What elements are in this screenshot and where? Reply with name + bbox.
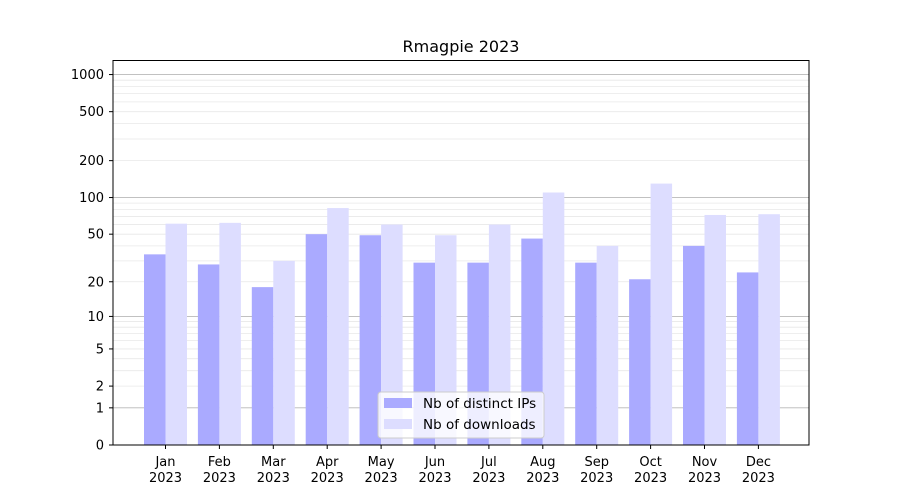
x-tick-label-year: 2023 — [580, 471, 613, 486]
legend-swatch-downloads — [384, 419, 412, 429]
y-tick-label: 50 — [87, 228, 104, 243]
y-tick-label: 0 — [96, 439, 104, 454]
y-tick-label: 10 — [87, 310, 104, 325]
x-tick-label-year: 2023 — [203, 471, 236, 486]
bar-downloads-oct — [650, 183, 673, 445]
bar-downloads-dec — [758, 214, 780, 445]
legend-label-downloads: Nb of downloads — [423, 417, 536, 433]
bar-distinct-ips-apr — [305, 234, 328, 445]
x-tick-label-month: Feb — [208, 455, 231, 470]
bars — [144, 183, 780, 445]
x-tick-label-year: 2023 — [418, 471, 451, 486]
x-tick-label-month: Dec — [746, 455, 771, 470]
legend-swatch-distinct-ips — [384, 398, 412, 408]
bar-distinct-ips-dec — [736, 272, 759, 445]
y-tick-label: 200 — [79, 154, 104, 169]
x-tick-label-month: May — [368, 455, 395, 470]
x-tick-label-month: Jan — [154, 455, 175, 470]
x-tick-label-month: Sep — [584, 455, 609, 470]
x-tick-label-month: Nov — [692, 455, 718, 470]
plot-frame — [112, 60, 810, 446]
x-axis: Jan2023Feb2023Mar2023Apr2023May2023Jun20… — [149, 445, 775, 486]
y-tick-label: 1000 — [71, 68, 104, 83]
bar-downloads-mar — [273, 260, 295, 445]
bar-downloads-jul — [488, 224, 511, 445]
y-axis: 0 1 2 5 10 20 50 100 200 500 1000 — [71, 68, 113, 454]
y-tick-label: 2 — [96, 380, 104, 395]
y-tick-label: 5 — [96, 342, 104, 357]
x-tick-label-year: 2023 — [149, 471, 182, 486]
bar-distinct-ips-jan — [144, 254, 166, 445]
x-tick-label-year: 2023 — [257, 471, 290, 486]
bar-distinct-ips-may — [359, 235, 382, 445]
bar-downloads-nov — [704, 214, 726, 445]
x-tick-label-month: Jul — [480, 455, 497, 470]
chart-title: Rmagpie 2023 — [403, 37, 520, 56]
bar-downloads-apr — [327, 208, 349, 445]
x-tick-label-year: 2023 — [742, 471, 775, 486]
legend-box — [377, 391, 545, 439]
y-tick-label: 500 — [79, 105, 104, 120]
x-tick-label-year: 2023 — [472, 471, 505, 486]
bar-downloads-aug — [542, 192, 565, 445]
bar-downloads-jan — [165, 223, 187, 445]
bar-distinct-ips-nov — [683, 245, 705, 445]
bar-distinct-ips-mar — [251, 287, 274, 445]
y-tick-label: 100 — [79, 191, 104, 206]
x-tick-label-year: 2023 — [311, 471, 344, 486]
bar-downloads-may — [381, 224, 403, 445]
bar-distinct-ips-sep — [575, 262, 597, 445]
bar-distinct-ips-oct — [629, 279, 651, 445]
x-tick-label-year: 2023 — [634, 471, 667, 486]
bar-downloads-feb — [219, 222, 241, 445]
x-tick-label-month: Aug — [530, 455, 555, 470]
x-tick-label-year: 2023 — [688, 471, 721, 486]
x-tick-label-month: Jun — [424, 455, 445, 470]
legend: Nb of distinct IPs Nb of downloads — [377, 391, 545, 439]
bar-downloads-sep — [596, 245, 619, 445]
y-tick-label: 20 — [87, 275, 104, 290]
x-tick-label-month: Apr — [316, 455, 339, 470]
y-tick-label: 1 — [96, 401, 104, 416]
legend-label-distinct-ips: Nb of distinct IPs — [423, 396, 536, 412]
bar-distinct-ips-feb — [197, 264, 220, 445]
x-tick-label-month: Mar — [261, 455, 286, 470]
x-tick-label-year: 2023 — [365, 471, 398, 486]
x-tick-label-month: Oct — [639, 455, 661, 470]
x-tick-label-year: 2023 — [526, 471, 559, 486]
